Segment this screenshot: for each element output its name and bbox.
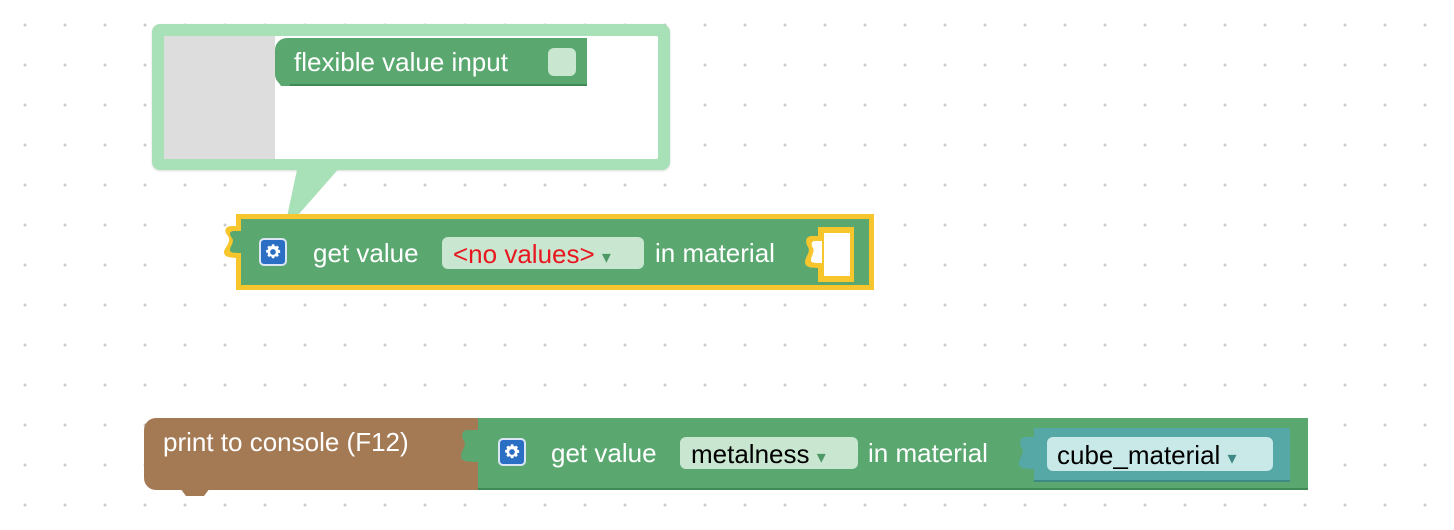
input-tab (461, 430, 480, 462)
block-notch (180, 488, 210, 496)
mutator-gear-icon[interactable] (259, 238, 287, 266)
value-dropdown[interactable] (680, 437, 858, 469)
block-notch (277, 80, 293, 86)
value-dropdown-text: <no values> ▾ (453, 239, 611, 269)
flexible-value-input-block[interactable] (275, 38, 587, 86)
material-dropdown-text: cube_material ▾ (1057, 440, 1237, 470)
mutator-flyout (164, 36, 275, 159)
dropdown-arrow-icon: ▾ (816, 447, 826, 467)
value-dropdown-text: metalness ▾ (691, 439, 826, 469)
material-dropdown[interactable] (1047, 437, 1273, 471)
input-tab (805, 236, 822, 268)
flexible-value-checkbox[interactable] (548, 48, 576, 76)
value-dropdown[interactable] (442, 237, 644, 269)
in-material-label: in material (655, 238, 775, 268)
input-tab (1019, 437, 1036, 469)
get-value-label: get value (313, 238, 419, 268)
print-to-console-block[interactable] (144, 418, 480, 490)
get-value-label: get value (551, 438, 657, 468)
material-input-empty[interactable] (824, 233, 850, 276)
output-tab-left (224, 226, 244, 258)
flexible-value-input-label: flexible value input (294, 47, 508, 77)
print-to-console-label: print to console (F12) (163, 427, 409, 457)
dropdown-arrow-icon: ▾ (601, 247, 611, 267)
mutator-gear-icon[interactable] (498, 438, 526, 466)
in-material-label: in material (868, 438, 988, 468)
dropdown-arrow-icon: ▾ (1227, 448, 1237, 468)
